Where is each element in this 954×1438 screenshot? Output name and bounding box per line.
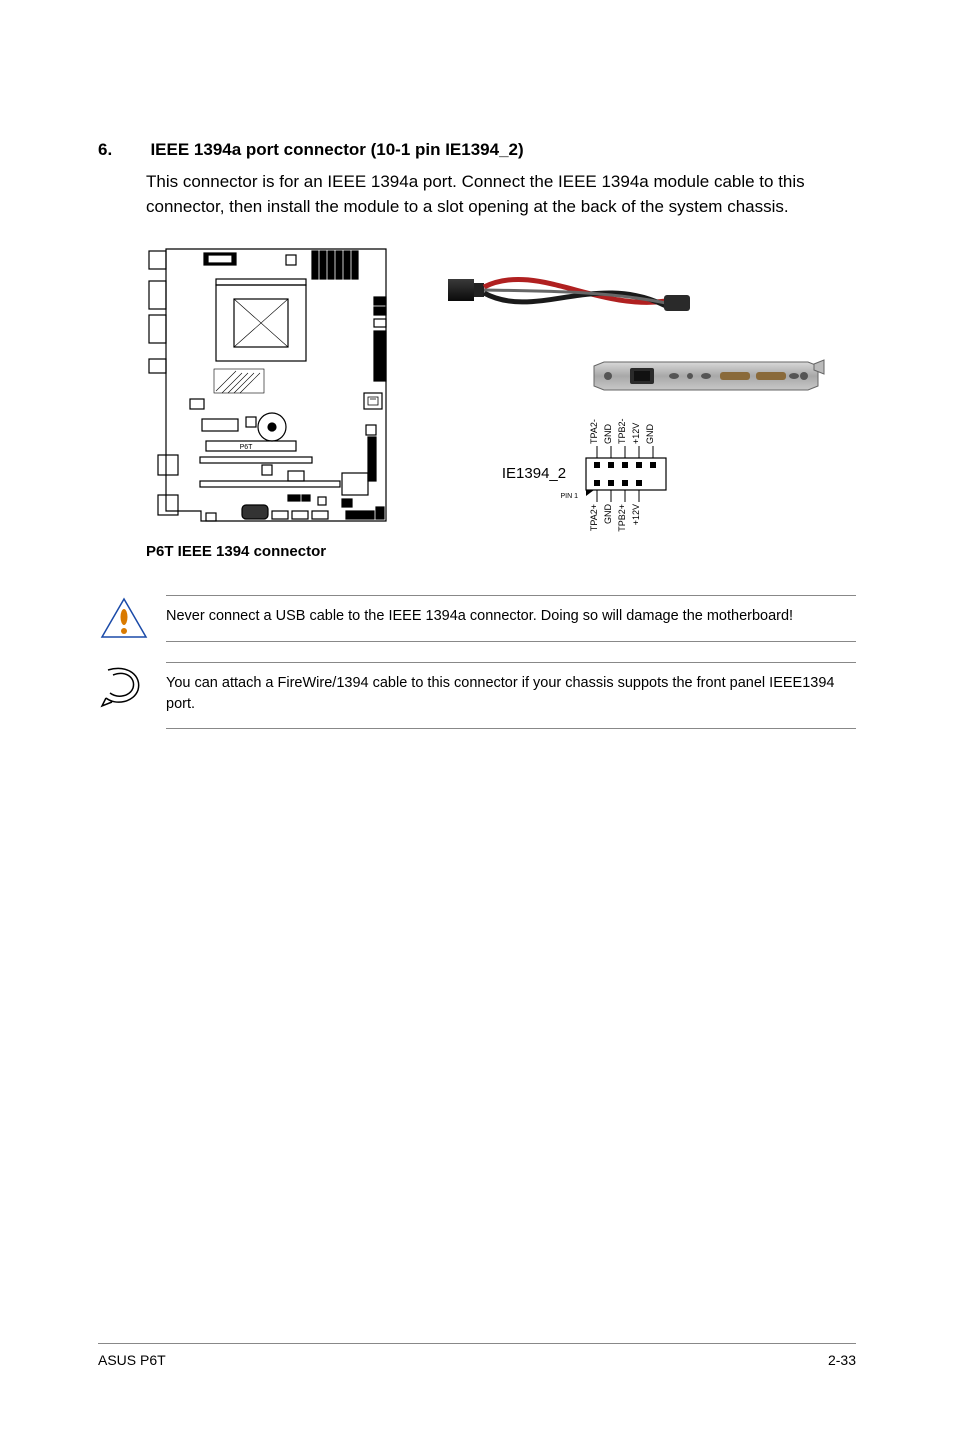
footer-left: ASUS P6T	[98, 1352, 166, 1368]
svg-text:TPB2-: TPB2-	[617, 419, 627, 445]
info-text: You can attach a FireWire/1394 cable to …	[166, 662, 856, 729]
svg-text:PIN 1: PIN 1	[560, 493, 578, 500]
svg-text:GND: GND	[603, 504, 613, 525]
section-header: 6. IEEE 1394a port connector (10-1 pin I…	[98, 140, 856, 160]
svg-text:TPA2+: TPA2+	[589, 504, 599, 531]
svg-text:GND: GND	[603, 424, 613, 445]
note-icon	[98, 662, 158, 715]
warning-icon	[98, 595, 158, 648]
svg-text:+12V: +12V	[631, 423, 641, 444]
warning-note: Never connect a USB cable to the IEEE 13…	[98, 595, 856, 648]
motherboard-diagram: P6T	[146, 241, 411, 536]
svg-text:GND: GND	[645, 424, 655, 445]
cable-image	[446, 251, 726, 341]
svg-text:+12V: +12V	[631, 504, 641, 525]
section-body: This connector is for an IEEE 1394a port…	[146, 170, 856, 219]
page-footer: ASUS P6T 2-33	[98, 1343, 856, 1368]
svg-text:TPA2-: TPA2-	[589, 419, 599, 444]
section-title: IEEE 1394a port connector (10-1 pin IE13…	[150, 140, 523, 160]
diagram-caption: P6T IEEE 1394 connector	[146, 543, 326, 560]
footer-right: 2-33	[828, 1352, 856, 1368]
warning-text: Never connect a USB cable to the IEEE 13…	[166, 595, 856, 641]
pinout-diagram: IE1394_2 PIN 1 TPA2- GND TPB2- +12V GND	[486, 416, 746, 536]
svg-text:P6T: P6T	[240, 444, 254, 451]
diagram: P6T	[146, 241, 856, 571]
info-note: You can attach a FireWire/1394 cable to …	[98, 662, 856, 729]
svg-text:TPB2+: TPB2+	[617, 504, 627, 532]
section-number: 6.	[98, 140, 146, 160]
svg-text:IE1394_2: IE1394_2	[502, 465, 566, 482]
bracket-image	[586, 356, 826, 406]
